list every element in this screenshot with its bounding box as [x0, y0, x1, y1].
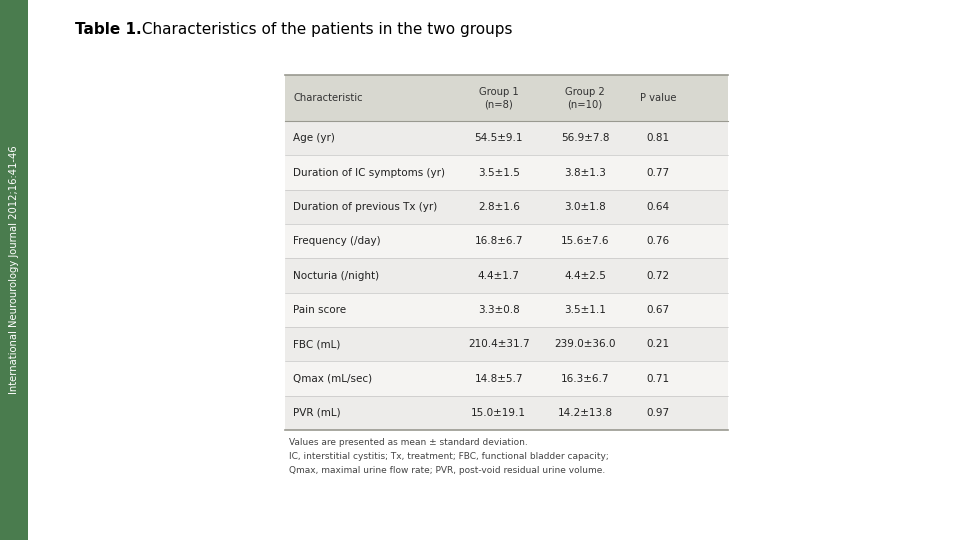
Text: 0.21: 0.21	[647, 339, 670, 349]
Text: Nocturia (/night): Nocturia (/night)	[293, 271, 379, 280]
Text: 0.76: 0.76	[647, 236, 670, 246]
Text: 15.0±19.1: 15.0±19.1	[471, 408, 526, 418]
Text: Group 2
(n=10): Group 2 (n=10)	[565, 87, 605, 109]
Text: FBC (mL): FBC (mL)	[293, 339, 341, 349]
Text: Age (yr): Age (yr)	[293, 133, 335, 143]
Text: 0.72: 0.72	[647, 271, 670, 280]
Text: Values are presented as mean ± standard deviation.: Values are presented as mean ± standard …	[289, 438, 528, 447]
Text: 3.3±0.8: 3.3±0.8	[478, 305, 519, 315]
Text: IC, interstitial cystitis; Tx, treatment; FBC, functional bladder capacity;: IC, interstitial cystitis; Tx, treatment…	[289, 452, 609, 461]
Text: 239.0±36.0: 239.0±36.0	[554, 339, 616, 349]
Text: 4.4±2.5: 4.4±2.5	[564, 271, 606, 280]
Text: 56.9±7.8: 56.9±7.8	[561, 133, 610, 143]
Text: 4.4±1.7: 4.4±1.7	[478, 271, 519, 280]
Text: Duration of previous Tx (yr): Duration of previous Tx (yr)	[293, 202, 437, 212]
Text: Characteristics of the patients in the two groups: Characteristics of the patients in the t…	[137, 22, 513, 37]
Text: 14.8±5.7: 14.8±5.7	[474, 374, 523, 383]
Text: 16.8±6.7: 16.8±6.7	[474, 236, 523, 246]
Text: 0.71: 0.71	[647, 374, 670, 383]
Text: Table 1.: Table 1.	[75, 22, 142, 37]
Text: 14.2±13.8: 14.2±13.8	[558, 408, 612, 418]
Text: 0.97: 0.97	[647, 408, 670, 418]
Text: Frequency (/day): Frequency (/day)	[293, 236, 380, 246]
Text: 2.8±1.6: 2.8±1.6	[478, 202, 519, 212]
Text: 0.64: 0.64	[647, 202, 670, 212]
Text: Duration of IC symptoms (yr): Duration of IC symptoms (yr)	[293, 167, 445, 178]
Text: Group 1
(n=8): Group 1 (n=8)	[479, 87, 518, 109]
Text: 3.8±1.3: 3.8±1.3	[564, 167, 606, 178]
Text: Pain score: Pain score	[293, 305, 347, 315]
Text: Qmax (mL/sec): Qmax (mL/sec)	[293, 374, 372, 383]
Text: Characteristic: Characteristic	[293, 93, 363, 103]
Text: 15.6±7.6: 15.6±7.6	[561, 236, 610, 246]
Text: 16.3±6.7: 16.3±6.7	[561, 374, 610, 383]
Text: 54.5±9.1: 54.5±9.1	[474, 133, 523, 143]
Text: P value: P value	[640, 93, 677, 103]
Text: 0.67: 0.67	[647, 305, 670, 315]
Text: 3.0±1.8: 3.0±1.8	[564, 202, 606, 212]
Text: International Neurourology Journal 2012;16:41-46: International Neurourology Journal 2012;…	[9, 146, 19, 394]
Text: 0.81: 0.81	[647, 133, 670, 143]
Text: 3.5±1.5: 3.5±1.5	[478, 167, 519, 178]
Text: 210.4±31.7: 210.4±31.7	[468, 339, 530, 349]
Text: PVR (mL): PVR (mL)	[293, 408, 341, 418]
Text: 0.77: 0.77	[647, 167, 670, 178]
Text: Qmax, maximal urine flow rate; PVR, post-void residual urine volume.: Qmax, maximal urine flow rate; PVR, post…	[289, 466, 605, 475]
Text: 3.5±1.1: 3.5±1.1	[564, 305, 606, 315]
